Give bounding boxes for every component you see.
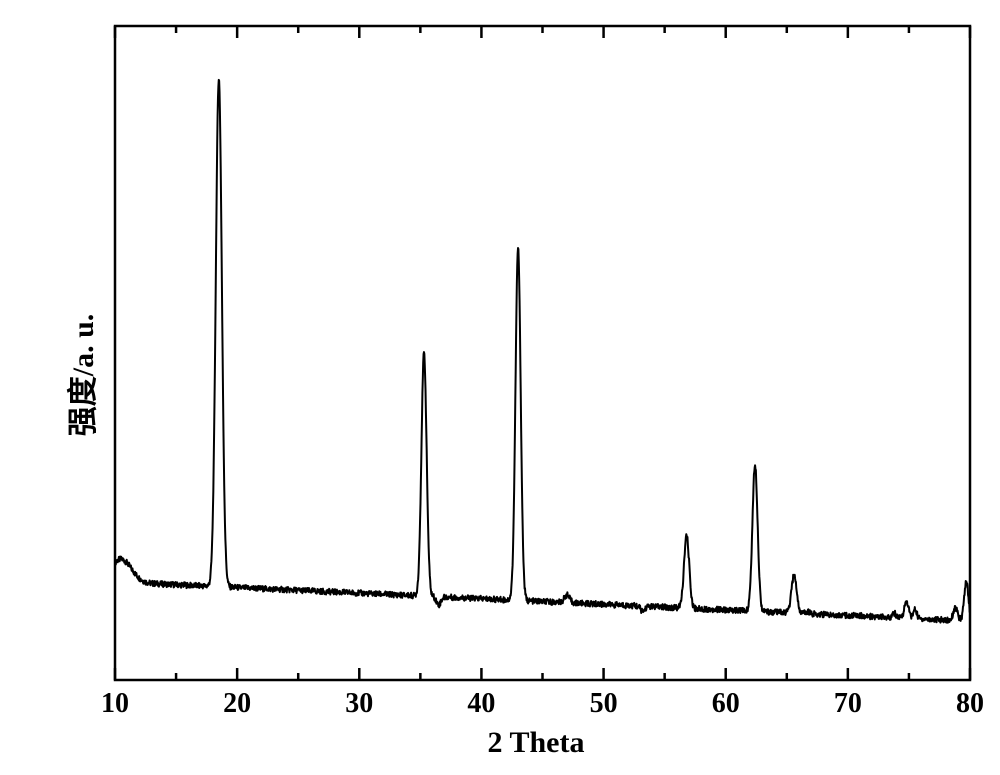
chart-svg <box>0 0 1000 775</box>
x-axis-label: 2 Theta <box>488 726 585 760</box>
x-tick-label: 40 <box>467 688 495 720</box>
xrd-chart: 强度/a. u. 2 Theta 10 20 30 40 50 60 70 80 <box>0 0 1000 775</box>
x-tick-label: 50 <box>590 688 618 720</box>
x-tick-label: 20 <box>223 688 251 720</box>
x-tick-label: 60 <box>712 688 740 720</box>
x-tick-label: 30 <box>345 688 373 720</box>
x-tick-label: 80 <box>956 688 984 720</box>
y-axis-label: 强度/a. u. <box>58 295 102 455</box>
x-tick-label: 10 <box>101 688 129 720</box>
x-tick-label: 70 <box>834 688 862 720</box>
